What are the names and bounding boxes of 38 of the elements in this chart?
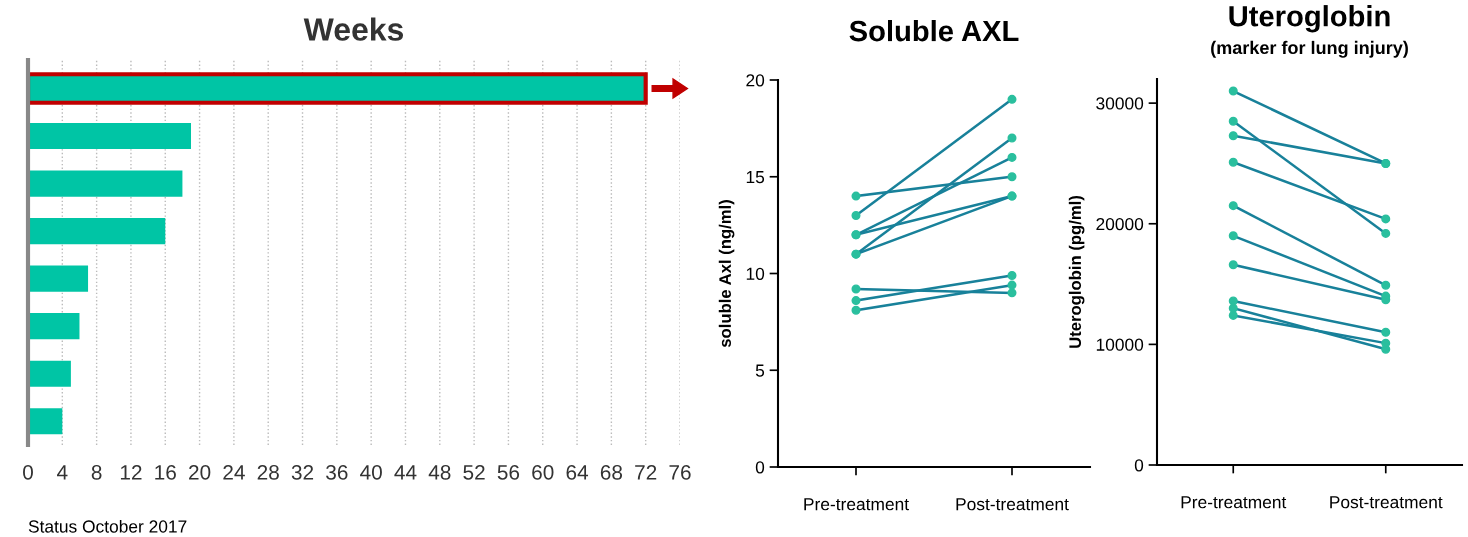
x-tick-label: 64 [566,464,589,480]
x-tick-label: 4 [57,465,68,480]
x-tick-label: 28 [257,464,279,480]
y-tick-label: 10000 [1096,338,1144,351]
x-tick-label: Post-treatment [956,498,1069,511]
x-tick-label: 52 [463,464,485,480]
chart-subtitle: (marker for lung injury) [1211,40,1408,58]
y-tick-label: 20 [746,74,765,87]
text: Status October 2017 [28,519,187,533]
y-tick-label: 20000 [1096,217,1144,231]
x-tick-label: 8 [91,464,102,480]
y-axis-title: soluble Axl (ng/ml) [718,200,735,348]
x-tick-label: 24 [223,464,245,480]
x-tick-label: 44 [394,465,417,480]
chart-title: Uteroglobin [1229,5,1390,33]
x-tick-label: 20 [189,464,211,480]
x-tick-label: 76 [669,464,691,480]
x-tick-label: 12 [120,464,142,480]
x-tick-label: Post-treatment [1330,496,1443,509]
chart-title: Weeks [303,17,404,41]
x-tick-label: 68 [600,464,623,480]
x-tick-label: 48 [428,464,451,480]
x-tick-label: 56 [497,464,520,480]
y-tick-label: 30000 [1096,97,1144,110]
y-tick-label: 5 [755,364,765,377]
x-tick-label: Pre-treatment [1181,496,1287,509]
x-tick-label: 0 [23,464,33,480]
x-tick-label: 40 [360,464,382,480]
y-tick-label: 10 [746,267,765,280]
x-tick-label: 72 [635,464,657,480]
x-tick-label: 16 [155,464,176,480]
x-tick-label: Pre-treatment [804,498,909,511]
x-tick-label: 60 [532,464,554,480]
x-tick-label: 32 [291,464,314,480]
x-tick-label: 36 [326,464,348,480]
y-tick-label: 15 [746,171,765,184]
chart-title: Soluble AXL [849,19,1019,42]
y-axis-title: Uteroglobin (pg/ml) [1068,195,1085,348]
